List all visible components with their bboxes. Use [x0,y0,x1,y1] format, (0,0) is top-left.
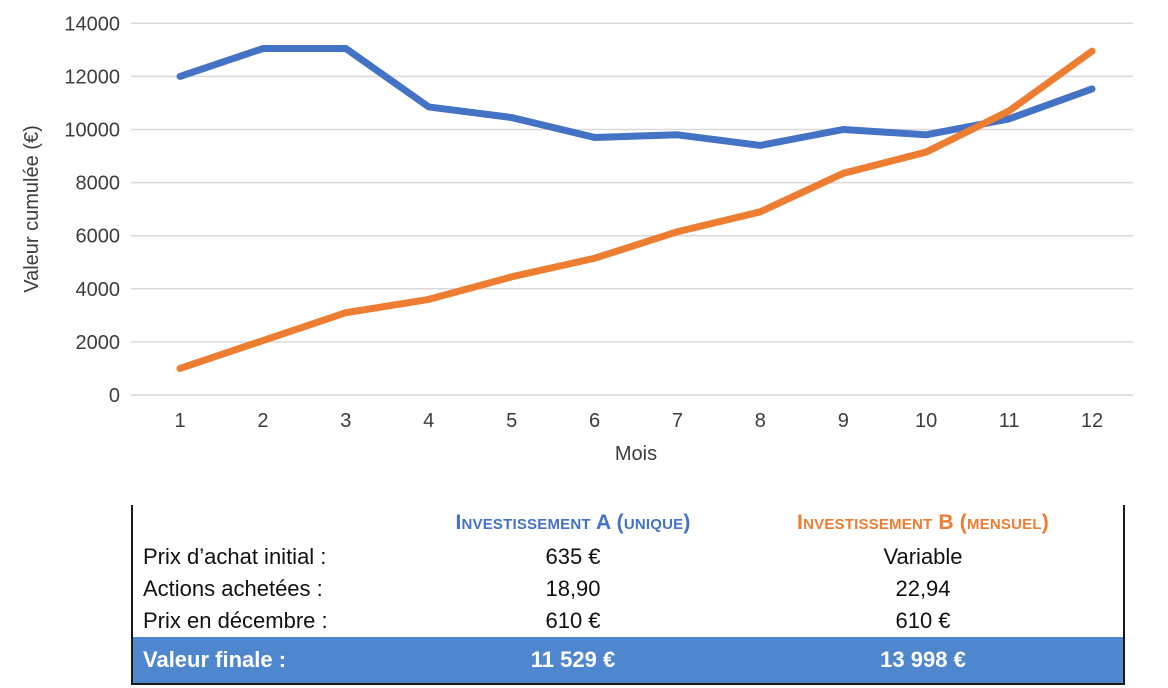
column-header-investment-b: Investissement B (mensuel) [797,511,1049,534]
row-label-initial-price: Prix d’achat initial : [143,544,327,569]
x-tick-label: 3 [340,410,351,432]
y-axis-title: Valeur cumulée (€) [21,125,43,292]
value-shares-bought-a: 18,90 [545,576,601,601]
x-tick-label: 10 [915,410,937,432]
value-final-b: 13 998 € [723,637,1123,683]
value-final-a: 11 529 € [423,637,723,683]
y-tick-label: 4000 [76,279,121,301]
column-header-investment-a: Investissement A (unique) [455,511,691,534]
x-axis-tick-labels: 1 2 3 4 5 6 7 8 9 10 11 12 [174,410,1103,432]
row-label-final-value: Valeur finale : [133,637,423,683]
y-tick-label: 2000 [76,332,121,354]
x-tick-label: 8 [755,410,766,432]
series-line-investment-b [176,47,1096,372]
value-initial-price-a: 635 € [545,544,601,569]
x-tick-label: 1 [174,410,185,432]
x-axis-title: Mois [615,443,657,465]
y-axis-tick-labels: 0 2000 4000 6000 8000 10000 12000 14000 [64,13,120,407]
value-initial-price-b: Variable [883,544,963,569]
x-tick-label: 5 [506,410,517,432]
row-label-shares-bought: Actions achetées : [143,576,323,601]
x-tick-label: 12 [1081,410,1103,432]
x-tick-label: 11 [999,410,1020,432]
y-tick-label: 0 [109,385,120,407]
value-december-price-b: 610 € [895,608,951,633]
x-tick-label: 4 [423,410,434,432]
y-tick-label: 10000 [64,120,120,142]
x-tick-label: 6 [589,410,600,432]
value-december-price-a: 610 € [545,608,601,633]
y-tick-label: 12000 [64,66,120,88]
y-tick-label: 8000 [76,173,121,195]
row-label-december-price: Prix en décembre : [143,608,328,633]
series-line-investment-a [176,45,1096,149]
investment-summary-table: Investissement A (unique) Investissement… [131,505,1125,685]
value-shares-bought-b: 22,94 [895,576,951,601]
x-tick-label: 7 [672,410,683,432]
x-tick-label: 9 [838,410,849,432]
x-tick-label: 2 [257,410,268,432]
chart-series-lines [176,45,1096,372]
y-tick-label: 14000 [64,13,120,35]
y-tick-label: 6000 [76,226,121,248]
chart-gridlines [131,22,1133,396]
